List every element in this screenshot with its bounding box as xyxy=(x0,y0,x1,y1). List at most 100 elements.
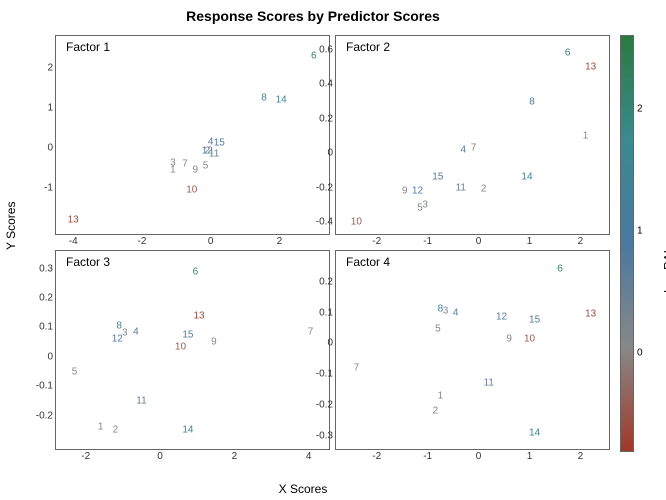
scatter-point: 1 xyxy=(438,390,444,401)
scatter-point: 7 xyxy=(182,159,188,170)
scatter-point: 2 xyxy=(113,425,119,436)
scatter-point: 9 xyxy=(211,337,217,348)
xtick: 0 xyxy=(208,234,214,247)
scatter-point: 6 xyxy=(311,51,317,62)
scatter-point: 8 xyxy=(529,96,535,107)
panel-factor-1: Factor 1-1012-4-202123456789101112131415 xyxy=(55,35,330,235)
ytick: -0.2 xyxy=(316,182,336,193)
ytick: 0.1 xyxy=(319,307,336,318)
scatter-point: 5 xyxy=(417,203,423,214)
panel-title: Factor 2 xyxy=(346,40,390,54)
xtick: -4 xyxy=(69,234,78,247)
panel-factor-4: Factor 4-0.3-0.2-0.100.10.2-2-1012123456… xyxy=(335,250,610,450)
scatter-point: 2 xyxy=(433,406,439,417)
scatter-point: 5 xyxy=(72,366,78,377)
xtick: -2 xyxy=(81,449,90,462)
scatter-point: 6 xyxy=(557,264,563,275)
ytick: -0.4 xyxy=(316,217,336,228)
scatter-point: 5 xyxy=(203,161,209,172)
scatter-point: 6 xyxy=(193,266,199,277)
scatter-point: 9 xyxy=(192,165,198,176)
scatter-point: 1 xyxy=(583,131,589,142)
scatter-point: 8 xyxy=(261,93,267,104)
xtick: -2 xyxy=(372,449,381,462)
xtick: -1 xyxy=(423,234,432,247)
ytick: 0.6 xyxy=(319,44,336,55)
ytick: 0.2 xyxy=(39,293,56,304)
scatter-point: 10 xyxy=(524,333,535,344)
scatter-point: 4 xyxy=(453,307,459,318)
colorbar: 012 xyxy=(620,35,634,452)
scatter-point: 15 xyxy=(529,315,540,326)
scatter-point: 8 xyxy=(438,304,444,315)
scatter-point: 5 xyxy=(435,324,441,335)
scatter-point: 10 xyxy=(175,341,186,352)
scatter-point: 13 xyxy=(585,62,596,73)
scatter-point: 8 xyxy=(116,321,122,332)
scatter-point: 14 xyxy=(276,95,287,106)
ytick: 1 xyxy=(47,103,56,114)
ytick: 0 xyxy=(327,338,336,349)
scatter-point: 7 xyxy=(308,326,314,337)
figure-title: Response Scores by Predictor Scores xyxy=(0,8,626,24)
panel-title: Factor 1 xyxy=(66,40,110,54)
scatter-point: 3 xyxy=(170,158,176,169)
scatter-point: 14 xyxy=(182,425,193,436)
scatter-point: 14 xyxy=(529,427,540,438)
ytick: -0.3 xyxy=(316,430,336,441)
scatter-point: 13 xyxy=(194,310,205,321)
xtick: 0 xyxy=(476,449,482,462)
ytick: -0.1 xyxy=(36,381,56,392)
ytick: 0 xyxy=(47,143,56,154)
panel-factor-2: Factor 2-0.4-0.200.20.40.6-2-10121234567… xyxy=(335,35,610,235)
scatter-point: 10 xyxy=(351,217,362,228)
xtick: 2 xyxy=(232,449,238,462)
scatter-point: 11 xyxy=(136,396,146,407)
ytick: 0.2 xyxy=(319,276,336,287)
scatter-point: 10 xyxy=(186,185,197,196)
scatter-point: 12 xyxy=(496,312,507,323)
scatter-point: 4 xyxy=(461,144,467,155)
scatter-point: 15 xyxy=(432,172,443,183)
scatter-point: 13 xyxy=(585,309,596,320)
xtick: 2 xyxy=(578,234,584,247)
xtick: -2 xyxy=(372,234,381,247)
scatter-point: 7 xyxy=(354,362,360,373)
scatter-point: 11 xyxy=(456,182,466,193)
ytick: 0 xyxy=(327,148,336,159)
y-axis-label: Y Scores xyxy=(4,202,18,250)
xtick: -2 xyxy=(137,234,146,247)
scatter-point: 15 xyxy=(182,329,193,340)
xtick: 2 xyxy=(277,234,283,247)
ytick: 2 xyxy=(47,63,56,74)
xtick: -1 xyxy=(423,449,432,462)
scatter-point: 9 xyxy=(506,333,512,344)
ytick: 0 xyxy=(47,351,56,362)
xtick: 4 xyxy=(306,449,312,462)
scatter-point: 12 xyxy=(412,186,423,197)
ytick: -0.2 xyxy=(36,410,56,421)
colorbar-tick: 1 xyxy=(637,226,643,237)
colorbar-label: log_RAI xyxy=(662,250,666,293)
scatter-point: 12 xyxy=(202,146,213,157)
scatter-point: 14 xyxy=(521,172,532,183)
xtick: 0 xyxy=(476,234,482,247)
panel-factor-3: Factor 3-0.2-0.100.10.20.3-2024123456789… xyxy=(55,250,330,450)
ytick: 0.3 xyxy=(39,263,56,274)
scatter-point: 7 xyxy=(471,143,477,154)
xtick: 1 xyxy=(527,449,533,462)
ytick: -1 xyxy=(44,183,56,194)
ytick: 0.1 xyxy=(39,322,56,333)
colorbar-tick: 2 xyxy=(637,104,643,115)
x-axis-label: X Scores xyxy=(0,482,606,496)
xtick: 2 xyxy=(578,449,584,462)
panel-title: Factor 3 xyxy=(66,255,110,269)
colorbar-tick: 0 xyxy=(637,348,643,359)
scatter-point: 9 xyxy=(402,186,408,197)
xtick: 1 xyxy=(527,234,533,247)
scatter-point: 15 xyxy=(214,138,225,149)
scatter-point: 6 xyxy=(565,48,571,59)
scatter-point: 11 xyxy=(484,378,494,389)
ytick: 0.4 xyxy=(319,79,336,90)
xtick: 0 xyxy=(157,449,163,462)
